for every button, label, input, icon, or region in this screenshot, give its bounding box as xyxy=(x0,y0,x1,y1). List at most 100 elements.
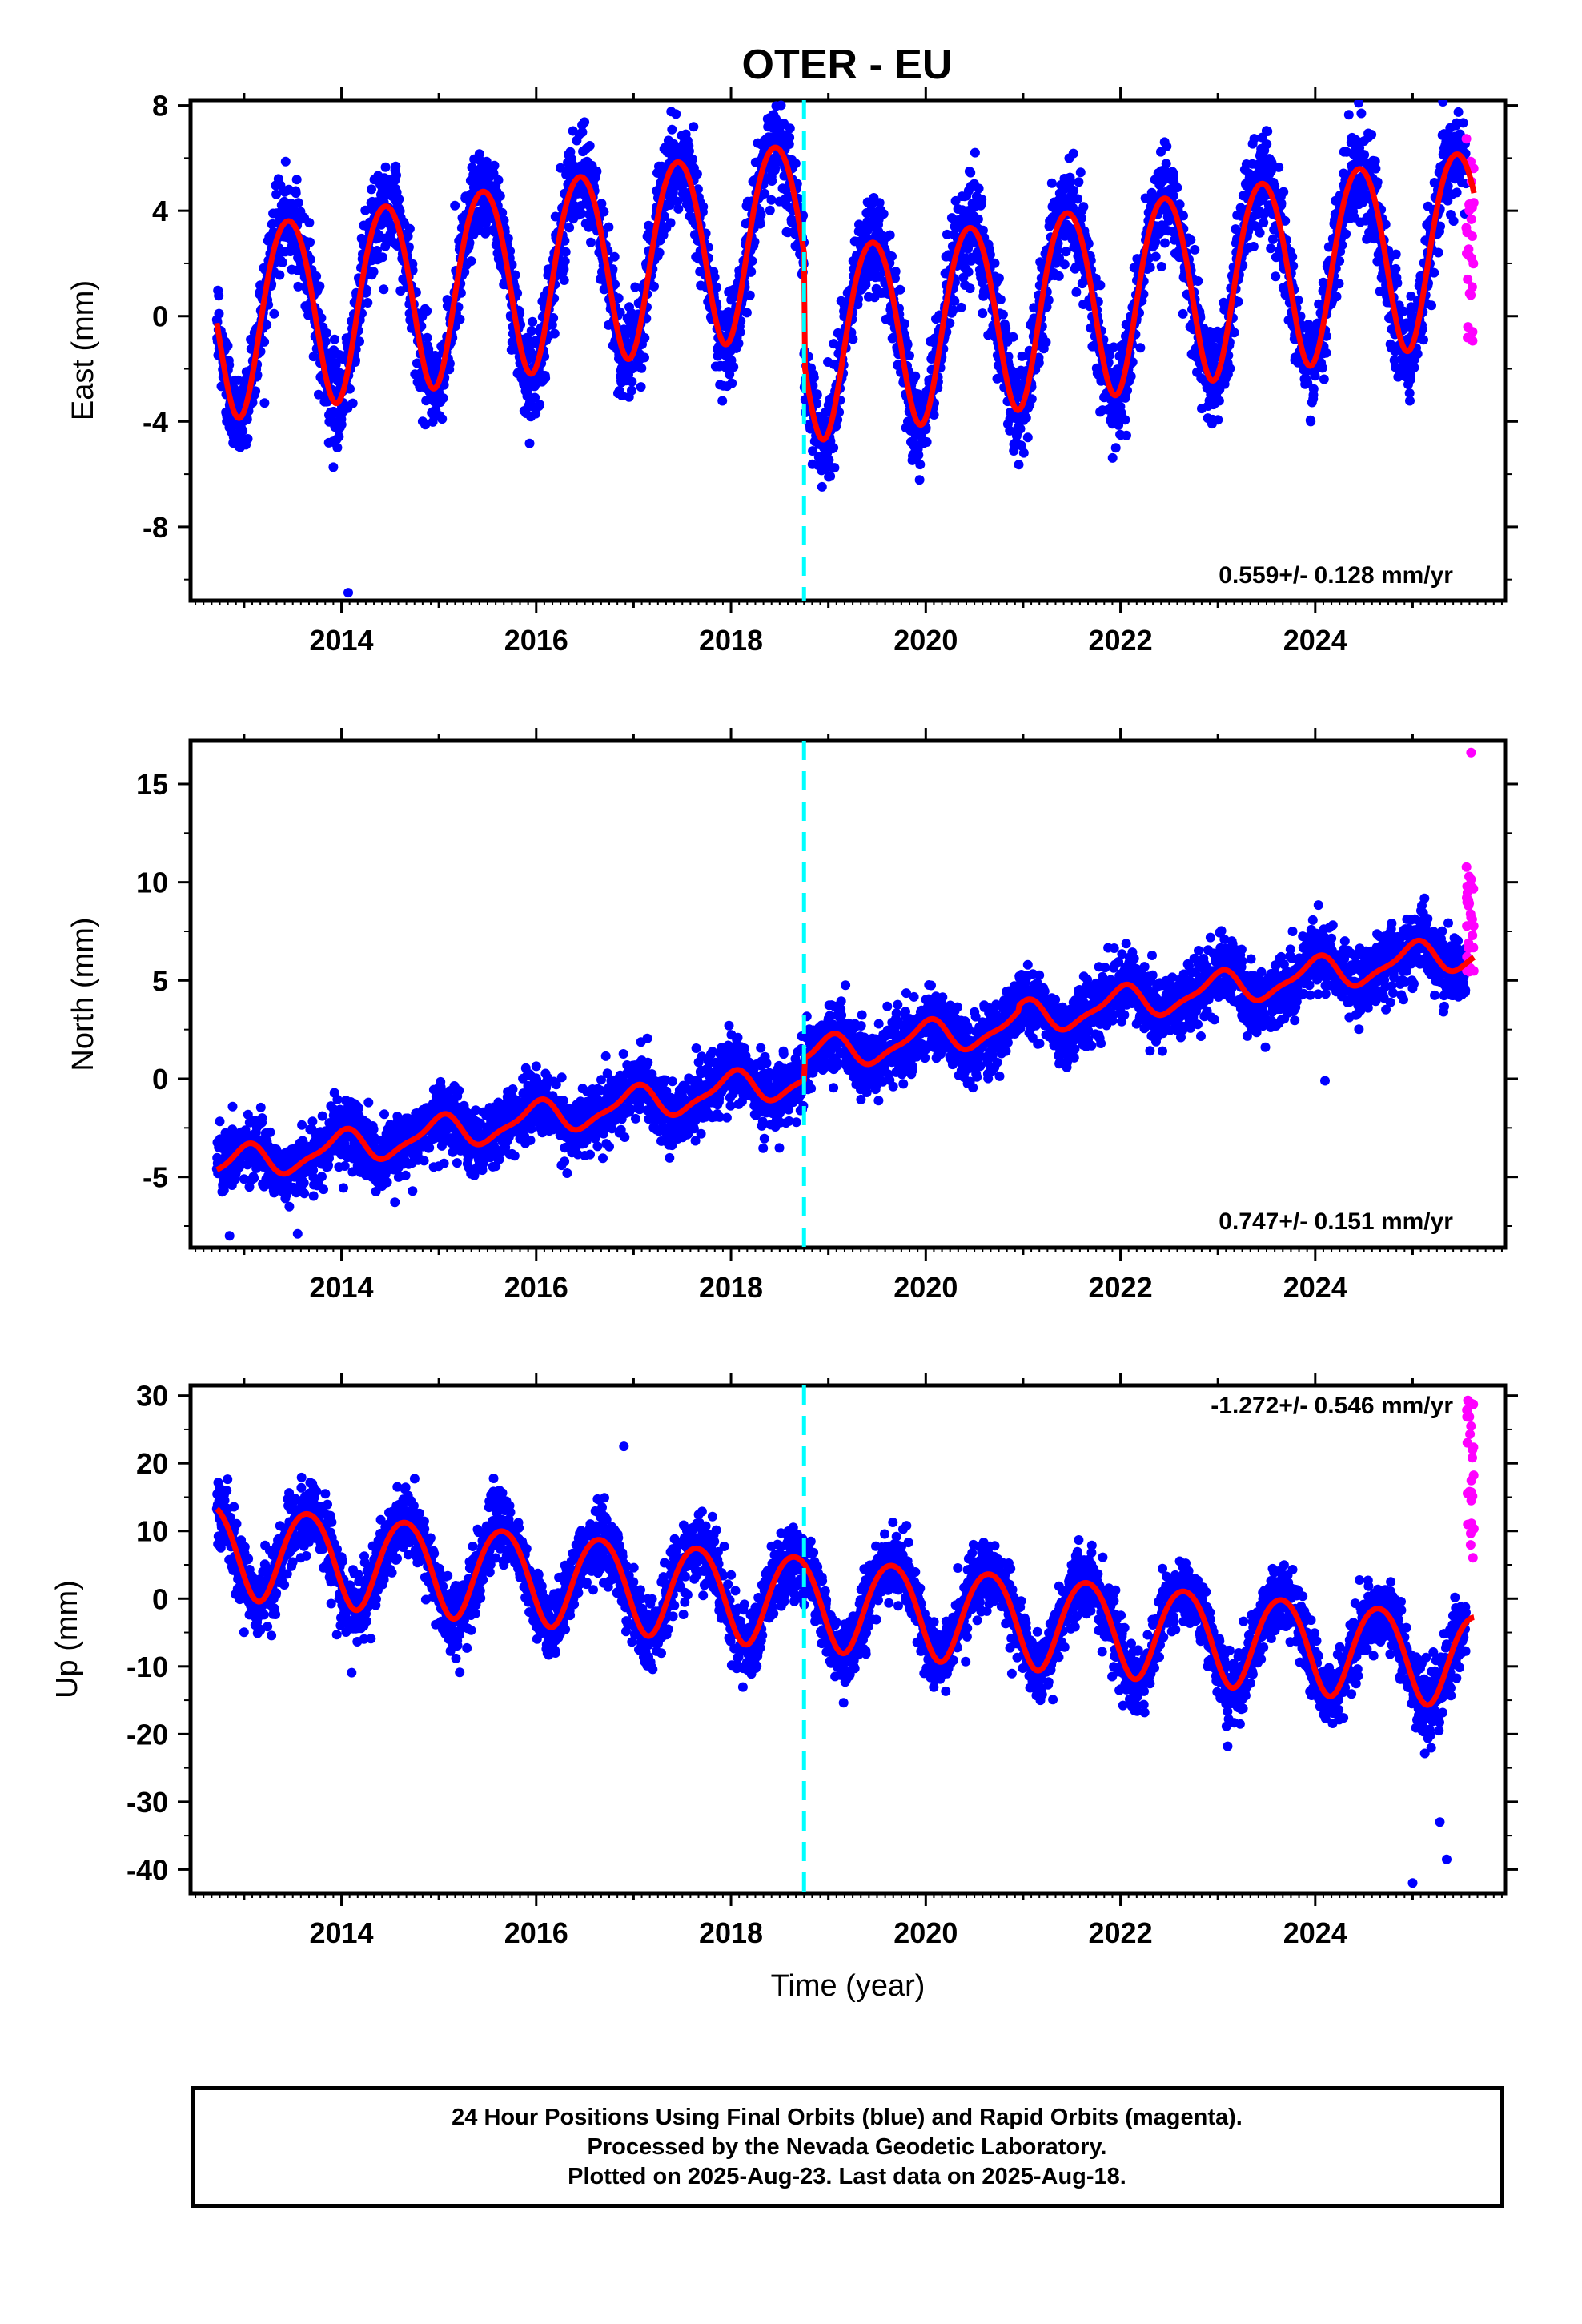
final-orbit-point xyxy=(1255,227,1265,238)
final-orbit-point xyxy=(1335,256,1345,266)
final-orbit-point xyxy=(790,159,801,169)
final-orbit-point xyxy=(825,471,836,481)
final-orbit-point xyxy=(1448,216,1459,226)
final-orbit-point xyxy=(372,246,382,255)
final-orbit-point xyxy=(367,184,376,195)
final-orbit-point xyxy=(1319,374,1329,384)
final-orbit-point xyxy=(275,270,285,280)
final-orbit-point xyxy=(929,410,939,420)
final-orbit-point xyxy=(238,426,248,436)
rapid-orbit-point xyxy=(1466,214,1476,224)
final-orbit-point xyxy=(580,117,590,127)
panel-frame xyxy=(188,98,1508,603)
final-orbit-point xyxy=(592,167,602,176)
final-orbit-point xyxy=(576,208,587,219)
final-orbit-point xyxy=(456,287,466,298)
final-orbit-point xyxy=(692,169,702,179)
final-orbit-point xyxy=(438,393,448,404)
final-orbit-point xyxy=(233,375,243,385)
final-orbit-point xyxy=(334,432,344,442)
final-orbit-point xyxy=(368,267,379,277)
final-orbit-point xyxy=(613,293,624,304)
final-orbit-point xyxy=(809,372,819,383)
final-orbit-point xyxy=(466,256,476,267)
final-orbit-point xyxy=(654,247,665,258)
final-orbit-point xyxy=(1156,262,1166,271)
final-orbit-point xyxy=(735,327,745,337)
final-orbit-point xyxy=(394,194,404,204)
final-orbit-point xyxy=(630,282,640,292)
final-orbit-point xyxy=(1280,215,1291,226)
final-orbit-point xyxy=(785,132,795,143)
final-orbit-point xyxy=(510,270,520,280)
y-tick-label: 0 xyxy=(152,300,168,333)
final-orbit-point xyxy=(965,283,975,294)
final-orbit-point xyxy=(322,328,331,338)
final-orbit-point xyxy=(963,242,974,252)
final-orbit-point xyxy=(1267,158,1277,168)
final-orbit-point xyxy=(1306,416,1316,427)
final-orbit-point xyxy=(428,416,438,427)
velocity-rate-label: 0.559+/- 0.128 mm/yr xyxy=(1219,562,1453,589)
final-orbit-point xyxy=(1026,394,1037,404)
final-orbit-point xyxy=(503,233,513,243)
final-orbit-point xyxy=(733,338,744,348)
final-orbit-point xyxy=(259,398,270,408)
final-orbit-point xyxy=(493,175,504,185)
final-orbit-point xyxy=(755,219,765,229)
final-orbit-point xyxy=(1018,448,1029,458)
final-orbit-point xyxy=(1178,308,1188,319)
final-orbit-point xyxy=(673,196,683,207)
final-orbit-point xyxy=(756,210,766,220)
final-orbit-point xyxy=(1054,271,1064,281)
final-orbit-point xyxy=(293,281,303,292)
final-orbit-point xyxy=(1022,432,1033,443)
final-orbit-point xyxy=(1021,412,1031,423)
final-orbit-point xyxy=(1249,134,1259,144)
final-orbit-point xyxy=(404,223,415,234)
final-orbit-point xyxy=(1016,440,1026,451)
final-orbit-point xyxy=(709,272,720,283)
final-orbit-point xyxy=(729,362,739,372)
final-orbit-point xyxy=(973,214,983,224)
final-orbit-point xyxy=(746,267,757,277)
final-orbit-point xyxy=(1405,396,1415,406)
final-orbit-point xyxy=(1317,363,1327,373)
final-orbit-point xyxy=(1343,110,1354,120)
final-orbit-point xyxy=(725,369,735,380)
rapid-orbit-point xyxy=(1462,248,1472,259)
final-orbit-point xyxy=(1371,163,1381,174)
final-orbit-point xyxy=(1083,239,1094,249)
final-orbit-point xyxy=(1334,279,1344,289)
final-orbit-point xyxy=(760,188,770,199)
final-orbit-point xyxy=(280,156,291,167)
final-orbit-point xyxy=(776,100,786,111)
final-orbit-point xyxy=(640,352,649,363)
final-orbit-point xyxy=(808,446,818,456)
final-orbit-point xyxy=(1427,300,1436,311)
final-orbit-point xyxy=(378,252,387,263)
final-orbit-point xyxy=(422,306,432,316)
final-orbit-point xyxy=(1145,263,1155,273)
final-orbit-point xyxy=(848,334,858,344)
final-orbit-point xyxy=(560,247,571,257)
rapid-orbit-point xyxy=(1467,231,1477,241)
final-orbit-point xyxy=(1120,415,1130,425)
final-orbit-point xyxy=(1380,219,1391,230)
final-orbit-point xyxy=(978,225,988,235)
final-orbit-point xyxy=(360,205,371,215)
y-axis-label: East (mm) xyxy=(66,280,100,420)
final-orbit-point xyxy=(1213,415,1223,425)
final-orbit-point xyxy=(1061,247,1071,257)
final-orbit-point xyxy=(668,187,678,198)
x-tick-label: 2014 xyxy=(309,624,373,657)
final-orbit-point xyxy=(921,437,932,447)
rapid-orbit-point xyxy=(1468,259,1479,269)
final-orbit-point xyxy=(1008,332,1018,342)
x-tick-label: 2020 xyxy=(893,624,958,657)
final-orbit-point xyxy=(767,176,777,186)
final-orbit-point xyxy=(1052,245,1062,255)
final-orbit-point xyxy=(412,358,422,368)
final-orbit-point xyxy=(1126,371,1136,381)
